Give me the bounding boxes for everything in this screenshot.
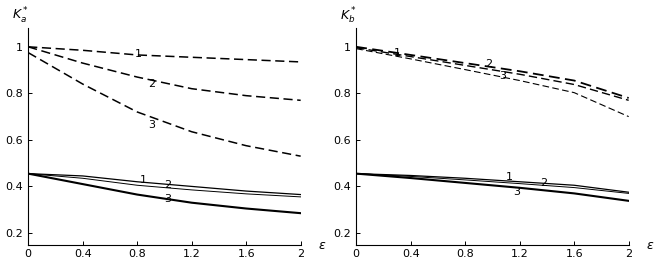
Text: 2: 2 [165,180,172,191]
Text: 3: 3 [148,120,155,130]
Text: 1: 1 [134,49,142,59]
Text: 2: 2 [485,59,493,69]
Text: $K_b^*$: $K_b^*$ [340,5,357,26]
Text: 2: 2 [540,178,547,188]
Text: ε: ε [318,239,325,252]
Text: 3: 3 [499,71,506,81]
Text: 3: 3 [165,193,171,204]
Text: $K_a^*$: $K_a^*$ [12,6,29,26]
Text: 2: 2 [148,79,155,89]
Text: 3: 3 [513,187,520,197]
Text: 1: 1 [506,172,513,182]
Text: ε: ε [646,239,653,252]
Text: 1: 1 [394,48,401,58]
Text: 1: 1 [140,175,147,185]
